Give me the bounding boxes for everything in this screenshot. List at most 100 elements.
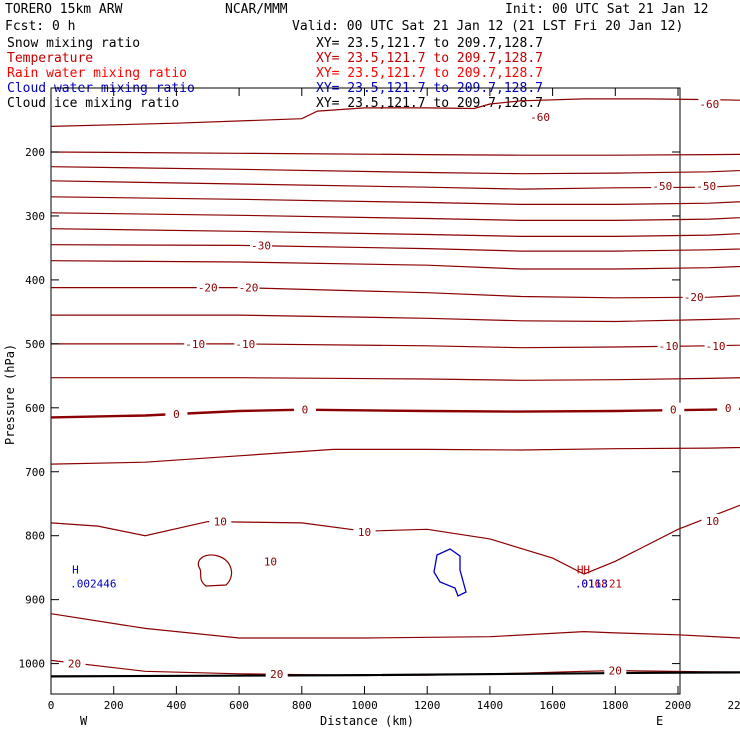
contour-label: -20 [198,282,218,295]
x-tick-label: 1000 [351,699,378,712]
contour-label: 0 [670,404,677,417]
x-tick-label: 1800 [602,699,629,712]
marker-value: .002446 [70,577,116,590]
west-end-label: W [80,714,88,728]
y-tick-label: 1000 [19,658,46,671]
marker-symbol-h: H [72,563,79,576]
contour-labels: -60-60-50-50-30-30-20-20-20-20-10-10-10-… [63,97,740,681]
contour-label: 0 [302,404,309,417]
legend-xy-cloud-ice: XY= 23.5,121.7 to 209.7,128.7 [316,96,543,111]
x-tick-label: 200 [104,699,124,712]
legend-label-rain: Rain water mixing ratio [7,66,187,81]
overlay-value: .0113 [575,577,608,590]
x-tick-label: 2000 [665,699,692,712]
contour-label: 20 [609,665,622,678]
isotherm-line [50,504,740,575]
contour-label-bg [184,336,207,349]
contour-label: 0 [173,408,180,421]
y-tick-label: 500 [25,338,45,351]
isotherm-line [50,446,740,465]
contour-label-bg [209,514,232,527]
contour-label-bg [265,666,288,679]
isotherm-line [50,407,740,419]
y-tick-label: 300 [25,210,45,223]
contour-label: -10 [659,340,679,353]
contour-label: -20 [239,282,259,295]
isotherm-line [50,212,740,221]
x-tick-label: 800 [292,699,312,712]
x-axis-title: Distance (km) [320,714,414,728]
x-tick-label: 600 [229,699,249,712]
contour-label-bg [293,402,316,415]
contour-label: 10 [264,555,277,568]
contour-label: -30 [251,239,271,252]
forecast-hour: Fcst: 0 h [5,19,75,34]
x-tick-label: 400 [166,699,186,712]
cloud-water-contour [433,548,467,597]
contour-label-bg [604,663,627,676]
contour-label-bg [353,524,376,537]
terrain-line [50,671,740,678]
x-tick-label: 0 [48,699,55,712]
y-tick-label: 700 [25,466,45,479]
contour-label: 10 [358,526,371,539]
legend-label-temperature: Temperature [7,51,93,66]
marker-symbol-hh: HH [577,563,590,576]
contour-label: 0 [725,402,732,415]
contour-label-bg [695,178,718,191]
isotherm-line [50,151,740,156]
isotherm-line [50,196,740,205]
isotherm-line [51,377,740,381]
valid-time: Valid: 00 UTC Sat 21 Jan 12 (21 LST Fri … [292,19,683,34]
y-tick-label: 900 [25,594,45,607]
contour-label: -10 [185,338,205,351]
contour-label: 10 [214,516,227,529]
isotherm-line [50,166,740,175]
contour-label-bg [682,290,705,303]
marker-value: .0168 [575,577,608,590]
axis-ticks: 0200400600800100012001400160018002000220… [19,88,740,712]
x-tick-label: 1400 [477,699,504,712]
isotherm-line [50,659,740,676]
contour-label-bg [651,178,674,191]
contour-layer [50,98,740,678]
contour-label: 20 [270,668,283,681]
legend-xy-temperature: XY= 23.5,121.7 to 209.7,128.7 [316,51,543,66]
contour-label: -10 [706,340,726,353]
contour-label-bg [165,407,188,420]
east-end-label: E [656,714,663,728]
y-tick-label: 600 [25,402,45,415]
isotherm-line [50,260,740,270]
contour-label: -50 [696,180,716,193]
contour-label: -20 [684,291,704,304]
isotherm-line [51,287,740,299]
plot-frame [50,87,681,695]
contour-label-bg [529,109,552,122]
isotherm-line [51,314,740,323]
contour-label-bg [237,280,260,293]
contour-label-bg [704,338,727,351]
contour-label: 10 [706,515,719,528]
legend-label-snow: Snow mixing ratio [7,36,140,51]
contour-label-bg [698,97,721,110]
legend-xy-rain: XY= 23.5,121.7 to 209.7,128.7 [316,66,543,81]
contour-label: -10 [235,338,255,351]
contour-label-bg [63,656,86,669]
x-tick-label: 1600 [539,699,566,712]
overlay-value-2: 21 [609,577,622,590]
contour-label: 20 [68,658,81,671]
contour-label-bg [234,336,257,349]
isotherm-line [50,244,740,252]
model-title: TORERO 15km ARW [5,2,123,17]
isotherm-line [51,343,740,349]
legend-label-cloud-ice: Cloud ice mixing ratio [7,96,179,111]
contour-label-bg [701,513,724,526]
contour-label-bg [259,554,282,567]
contour-label-bg [196,280,219,293]
contour-label: -60 [699,98,719,111]
y-axis-title: Pressure (hPa) [3,344,17,445]
legend-xy-snow: XY= 23.5,121.7 to 209.7,128.7 [316,36,543,51]
